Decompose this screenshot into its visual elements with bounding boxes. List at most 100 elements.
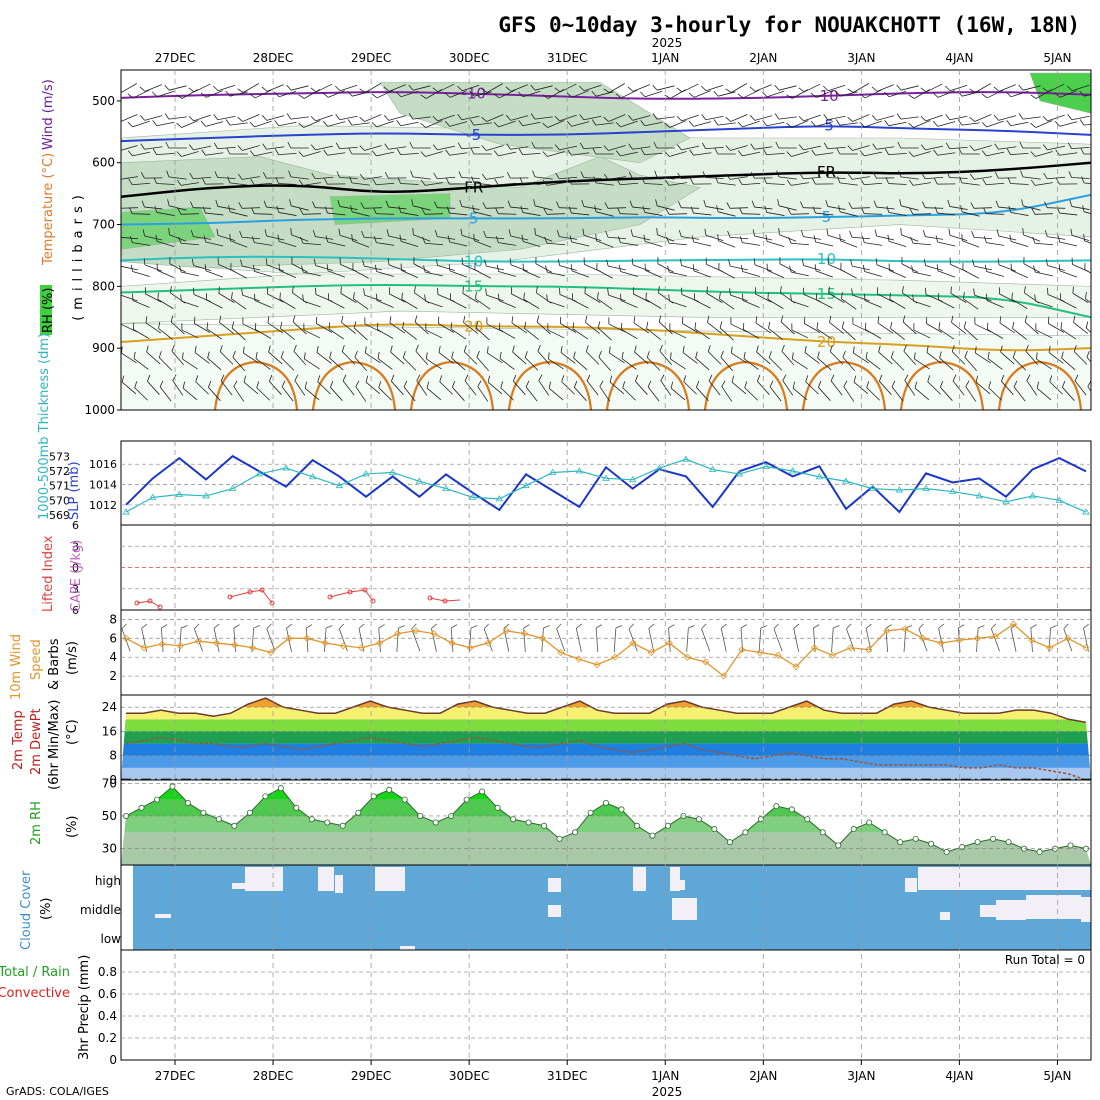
wind-barb-flag — [838, 205, 841, 212]
wind-barb-shaft — [461, 115, 480, 121]
wind-barb-flag — [970, 202, 975, 209]
wind-barb — [434, 230, 456, 240]
cloud-gap — [245, 867, 283, 891]
wind-barb-flag — [938, 322, 941, 330]
wind-barb — [951, 345, 966, 365]
wind-barb-flag — [391, 374, 395, 382]
wind-barb-flag — [464, 374, 469, 382]
wind-barb-flag — [457, 85, 463, 92]
wind-barb — [615, 120, 638, 128]
wind-barb-shaft — [132, 213, 151, 215]
wind-barb-flag — [554, 87, 561, 93]
wind10-barb-shaft — [701, 628, 711, 652]
wind-barb-flag — [927, 375, 931, 382]
wind-barb-shaft — [693, 152, 712, 156]
top-date-27DEC: 27DEC — [155, 51, 195, 65]
wind10-barb — [305, 624, 313, 652]
rh-point — [618, 806, 625, 813]
wind-barb-flag — [768, 321, 771, 329]
wind-barb-shaft — [144, 146, 163, 150]
wind-barb — [134, 381, 148, 401]
wind-barb-flag — [609, 375, 613, 383]
wind-barb — [359, 173, 382, 180]
wind-barb — [829, 345, 844, 365]
wind-barb-shaft — [974, 176, 992, 180]
wind-barb-flag — [129, 207, 133, 214]
wind10-barb-flag — [865, 623, 872, 629]
wind-barb — [935, 235, 956, 247]
wind-barb — [291, 257, 308, 273]
wind-barb-shaft — [827, 115, 846, 121]
wind-barb-shaft — [1047, 265, 1065, 271]
wind10-barb-flag — [306, 624, 313, 629]
wind-barb-shaft — [803, 114, 821, 122]
wind-barb-flag — [1012, 321, 1015, 329]
wind-barb — [897, 141, 919, 149]
wind-barb-flag — [593, 176, 597, 184]
wind-barb-shaft — [388, 264, 406, 272]
wind-barb-shaft — [463, 322, 478, 334]
wind-barb-shaft — [669, 120, 687, 128]
wind-barb-flag — [705, 257, 707, 265]
wind-barb-flag — [207, 351, 210, 359]
wind-barb-shaft — [193, 145, 212, 151]
wind-barb — [960, 205, 980, 217]
wind-barb — [231, 292, 247, 310]
wind-barb-shaft — [937, 241, 956, 247]
wind-barb-flag — [653, 141, 658, 149]
wind-barb-flag — [1023, 257, 1025, 264]
thickness-point — [602, 474, 610, 481]
wind10-barb — [1083, 623, 1089, 652]
wind-barb — [1036, 352, 1052, 370]
wind-barb-flag — [359, 145, 365, 151]
wind-barb-shaft — [949, 234, 968, 242]
wind-barb-flag — [933, 178, 938, 185]
wind-barb-shaft — [1022, 176, 1041, 180]
wind-barb-flag — [962, 263, 964, 270]
wind-barb — [787, 208, 810, 215]
wind-barb-shaft — [864, 271, 882, 277]
wind-barb — [432, 114, 455, 122]
wind-barb — [1030, 151, 1053, 157]
wind10-barb-flag — [358, 623, 365, 629]
wind-barb — [176, 151, 199, 157]
wind-barb-flag — [668, 294, 670, 302]
wind-barb-shaft — [791, 329, 809, 339]
wind-barb-shaft — [778, 176, 797, 180]
wind-barb-flag — [232, 350, 236, 358]
contour-label-5-1: 5 — [822, 208, 832, 226]
wind-barb-flag — [1006, 91, 1012, 98]
wind-barb-flag — [974, 317, 976, 325]
wind-barb-flag — [1000, 345, 1003, 353]
wind-barb-shaft — [986, 213, 1005, 215]
wind-barb-flag — [738, 178, 743, 185]
wind-barb-shaft — [231, 298, 247, 310]
wind-barb-shaft — [412, 205, 431, 211]
wind-barb-shaft — [304, 387, 320, 401]
wind-barb-shaft — [193, 236, 212, 240]
wind-barb-flag — [350, 205, 353, 212]
wind-barb-shaft — [280, 357, 295, 371]
wind-barb-flag — [853, 375, 857, 383]
wind-barb-flag — [292, 286, 294, 293]
wind-barb-flag — [983, 207, 987, 214]
contour-line-FR — [121, 161, 1091, 198]
wind-barb-flag — [950, 286, 952, 294]
cloud-cat-low: low — [101, 932, 122, 946]
wind-barb-flag — [627, 115, 634, 121]
wind-barb-shaft — [730, 294, 748, 302]
wind-barb — [256, 381, 270, 401]
wind-barb — [1062, 380, 1075, 401]
wind-barb — [598, 350, 612, 372]
wind10-barb — [720, 623, 727, 652]
wind-barb-shaft — [353, 298, 369, 310]
wind-barb-shaft — [560, 352, 576, 364]
wind-barb-shaft — [988, 387, 1002, 401]
wind-barb-shaft — [668, 242, 688, 246]
wind-barb-shaft — [1012, 328, 1027, 340]
wind-barb-flag — [936, 264, 939, 271]
wind-barb-flag — [848, 202, 853, 209]
wind-barb-shaft — [913, 120, 931, 128]
wind-barb-shaft — [437, 176, 456, 180]
